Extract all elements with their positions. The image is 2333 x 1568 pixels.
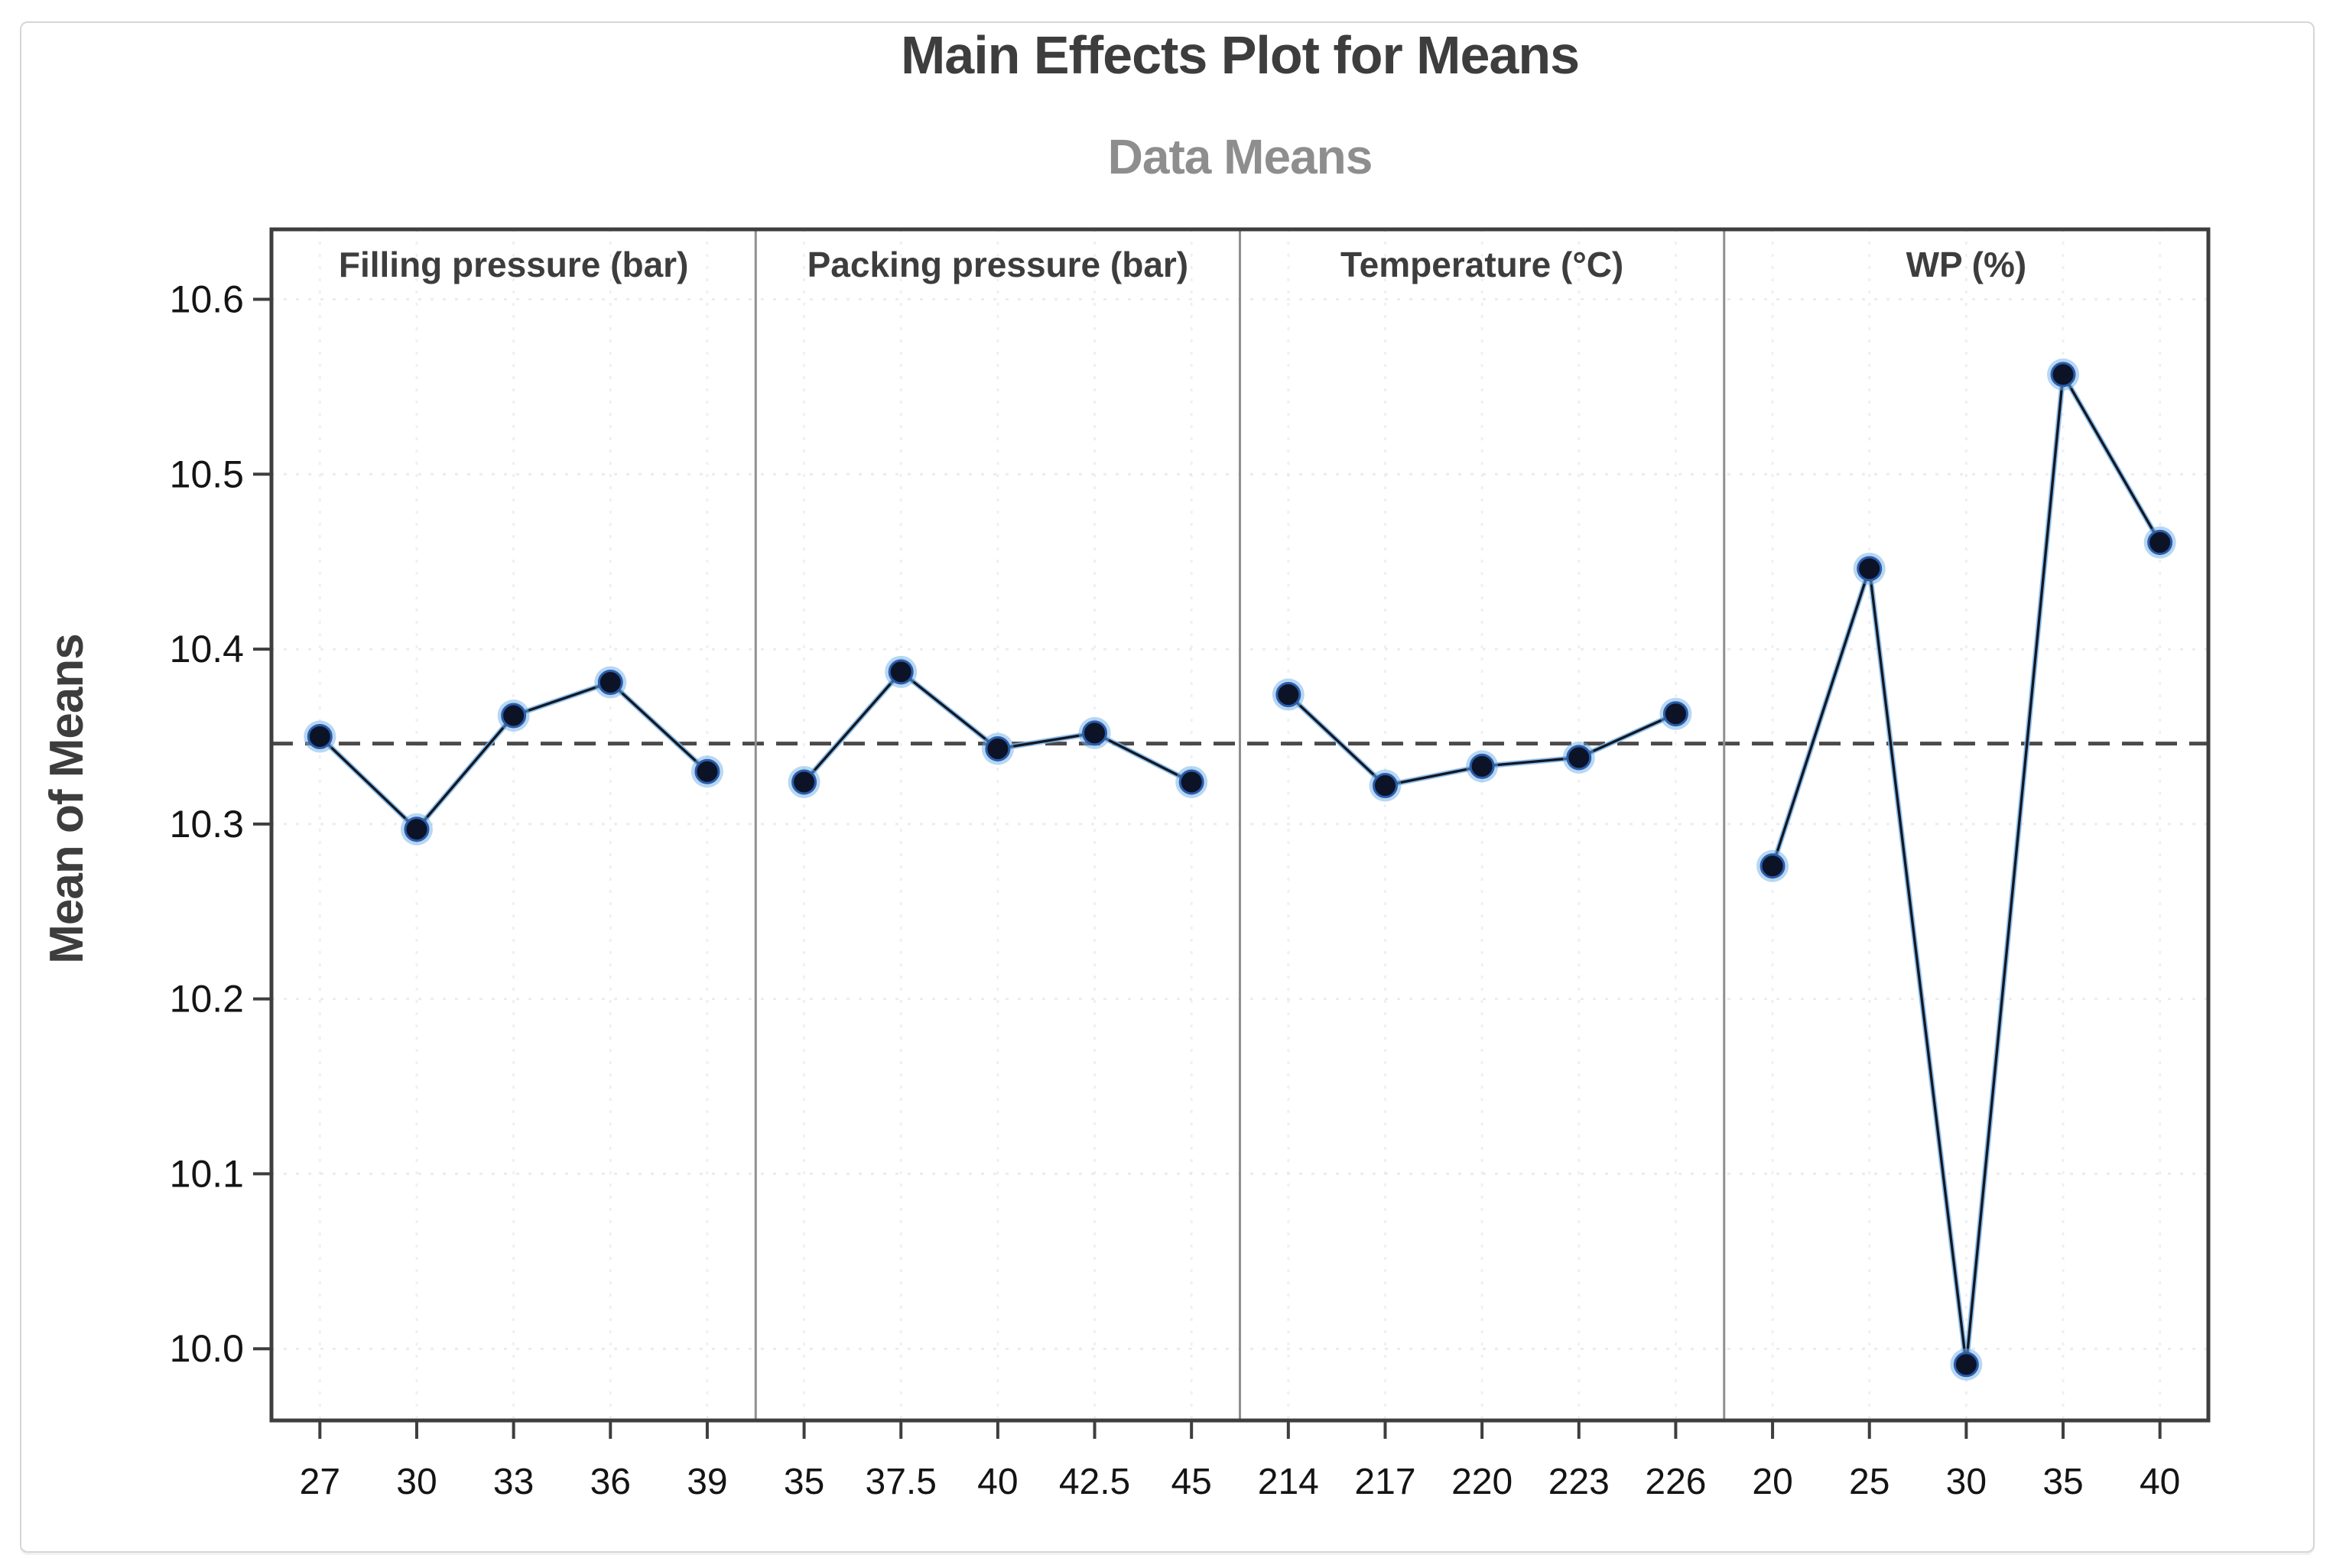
x-tick-label: 35 (784, 1462, 824, 1502)
x-tick-label: 217 (1354, 1462, 1415, 1502)
data-point (1953, 1352, 1979, 1378)
data-point (2050, 362, 2076, 388)
y-tick-label: 10.6 (170, 278, 244, 321)
data-point (404, 816, 430, 842)
data-point (1275, 682, 1301, 708)
x-tick-label: 45 (1171, 1462, 1211, 1502)
data-point (501, 703, 527, 729)
data-point (791, 769, 817, 795)
chart-subtitle: Data Means (1107, 129, 1373, 184)
data-point (1566, 745, 1592, 771)
panel-header: Packing pressure (bar) (807, 245, 1189, 284)
panel-header: Temperature (°C) (1340, 245, 1623, 284)
x-tick-label: 37.5 (866, 1462, 937, 1502)
x-tick-label: 36 (590, 1462, 631, 1502)
x-tick-label: 39 (687, 1462, 727, 1502)
x-tick-label: 42.5 (1059, 1462, 1130, 1502)
y-tick-label: 10.4 (170, 628, 244, 670)
x-tick-label: 226 (1645, 1462, 1706, 1502)
data-point (985, 735, 1011, 761)
data-point (1759, 853, 1785, 879)
x-tick-label: 25 (1849, 1462, 1889, 1502)
data-point (694, 758, 720, 784)
x-tick-label: 223 (1548, 1462, 1610, 1502)
data-point (1082, 720, 1108, 746)
x-tick-label: 20 (1752, 1462, 1792, 1502)
panel-header: WP (%) (1906, 245, 2027, 284)
data-point (888, 659, 914, 685)
x-tick-label: 30 (1946, 1462, 1987, 1502)
y-tick-label: 10.5 (170, 453, 244, 495)
data-point (1372, 773, 1398, 799)
y-tick-label: 10.1 (170, 1152, 244, 1195)
x-tick-label: 40 (977, 1462, 1018, 1502)
x-tick-label: 33 (493, 1462, 534, 1502)
x-tick-label: 220 (1451, 1462, 1513, 1502)
panel-header: Filling pressure (bar) (339, 245, 689, 284)
data-point (307, 723, 333, 749)
data-point (1662, 701, 1688, 727)
chart-title: Main Effects Plot for Means (900, 25, 1580, 85)
data-point (1857, 556, 1883, 582)
y-tick-label: 10.0 (170, 1327, 244, 1370)
y-tick-label: 10.2 (170, 978, 244, 1021)
y-tick-label: 10.3 (170, 803, 244, 846)
data-point (1469, 753, 1495, 779)
x-tick-label: 35 (2042, 1462, 2083, 1502)
data-point (1178, 769, 1204, 795)
data-point (2147, 530, 2173, 556)
x-tick-label: 30 (396, 1462, 437, 1502)
data-point (597, 670, 623, 696)
x-tick-label: 40 (2140, 1462, 2180, 1502)
x-tick-label: 27 (300, 1462, 340, 1502)
x-tick-label: 214 (1258, 1462, 1319, 1502)
